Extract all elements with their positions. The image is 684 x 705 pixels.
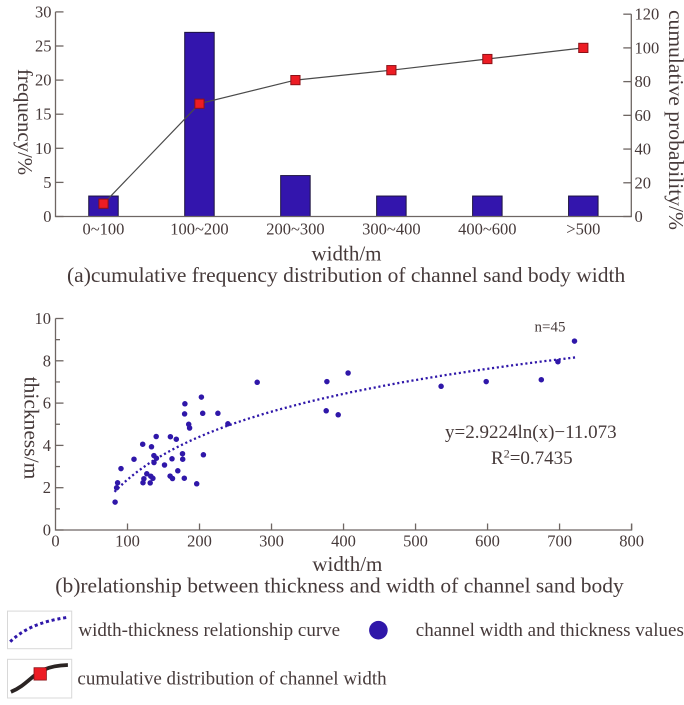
- svg-text:0: 0: [43, 207, 51, 226]
- svg-text:R2=0.7435: R2=0.7435: [491, 447, 573, 470]
- svg-text:5: 5: [43, 173, 51, 192]
- svg-text:width/m: width/m: [312, 552, 382, 576]
- svg-text:800: 800: [619, 532, 644, 551]
- svg-text:cumulative probability/%: cumulative probability/%: [664, 10, 684, 230]
- svg-text:0: 0: [635, 207, 643, 226]
- svg-text:60: 60: [635, 106, 652, 125]
- svg-text:(b)relationship between thickn: (b)relationship between thickness and wi…: [55, 574, 624, 598]
- svg-text:20: 20: [35, 71, 52, 90]
- svg-text:6: 6: [43, 394, 51, 413]
- svg-text:300~400: 300~400: [362, 220, 420, 239]
- svg-text:0~100: 0~100: [83, 220, 125, 239]
- svg-text:40: 40: [635, 140, 652, 159]
- svg-text:frequency/%: frequency/%: [13, 69, 36, 175]
- svg-text:200: 200: [187, 532, 212, 551]
- svg-text:n=45: n=45: [535, 319, 566, 335]
- svg-text:4: 4: [43, 436, 51, 455]
- svg-text:400~600: 400~600: [458, 220, 516, 239]
- svg-text:400: 400: [331, 532, 356, 551]
- svg-text:channel width and thickness va: channel width and thickness values: [416, 620, 684, 641]
- svg-text:cumulative distribution of cha: cumulative distribution of channel width: [77, 669, 387, 690]
- svg-text:300: 300: [259, 532, 284, 551]
- svg-text:2: 2: [43, 478, 51, 497]
- svg-text:700: 700: [547, 532, 572, 551]
- svg-text:15: 15: [35, 105, 52, 124]
- svg-text:(a)cumulative frequency distri: (a)cumulative frequency distribution of …: [67, 263, 625, 287]
- svg-text:y=2.9224ln(x)−11.073: y=2.9224ln(x)−11.073: [445, 422, 617, 443]
- svg-text:20: 20: [635, 173, 652, 192]
- svg-text:100: 100: [635, 38, 660, 57]
- svg-text:100: 100: [115, 532, 140, 551]
- svg-text:100~200: 100~200: [170, 220, 228, 239]
- svg-text:600: 600: [475, 532, 500, 551]
- svg-text:>500: >500: [566, 220, 600, 239]
- svg-text:80: 80: [635, 72, 652, 91]
- svg-text:500: 500: [403, 532, 428, 551]
- svg-text:0: 0: [43, 521, 51, 540]
- svg-text:width/m: width/m: [311, 242, 381, 266]
- svg-text:thickness/m: thickness/m: [20, 377, 44, 480]
- svg-text:width-thickness relationship c: width-thickness relationship curve: [78, 620, 340, 641]
- svg-text:8: 8: [43, 351, 51, 370]
- svg-text:10: 10: [35, 139, 52, 158]
- svg-text:25: 25: [35, 37, 52, 56]
- svg-text:120: 120: [635, 5, 660, 24]
- svg-text:30: 30: [35, 2, 52, 21]
- svg-text:200~300: 200~300: [266, 220, 324, 239]
- svg-text:0: 0: [51, 532, 59, 551]
- svg-text:10: 10: [35, 309, 52, 328]
